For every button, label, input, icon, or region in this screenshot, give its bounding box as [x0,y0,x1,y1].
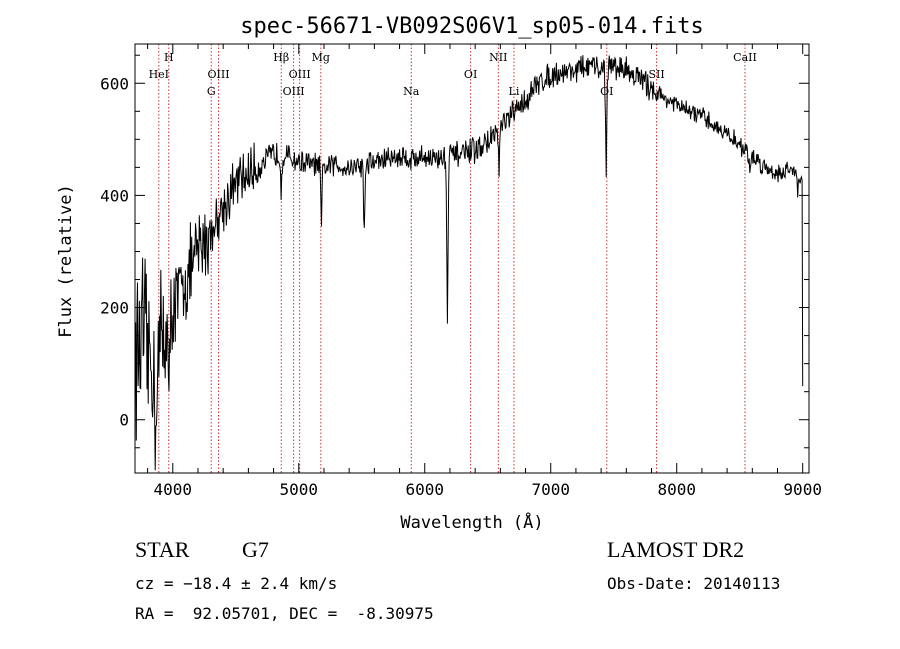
x-tick-label-4000: 4000 [154,480,193,499]
x-tick-label-8000: 8000 [657,480,696,499]
spectral-line-label-2: OIII [207,68,229,81]
x-axis: 4000 5000 6000 7000 8000 9000 [147,44,822,499]
object-subclass: G7 [242,537,269,562]
spectral-line-label-9: OI [464,68,477,81]
spectrum-series [134,55,804,471]
redshift-readout: cz = −18.4 ± 2.4 km/s [135,574,338,593]
chart-title: spec-56671-VB092S06V1_sp05-014.fits [240,14,704,39]
coordinates-readout: RA = 92.05701, DEC = -8.30975 [135,604,434,623]
y-tick-label-600: 600 [100,74,129,93]
x-tick-label-6000: 6000 [405,480,444,499]
spectral-line-label-6: OIII [289,68,311,81]
y-tick-label-200: 200 [100,299,129,318]
spectral-line-label-10: NII [489,51,507,64]
observation-date: Obs-Date: 20140113 [607,574,781,593]
spectral-line-label-3: G [207,85,216,98]
spectral-line-label-0: HeI [149,68,169,81]
spectral-line-label-5: OIII [283,85,305,98]
plot-frame [134,43,810,474]
y-tick-label-0: 0 [119,411,129,430]
spectral-line-label-11: Li [509,85,520,98]
survey-label: LAMOST DR2 [607,537,745,562]
spectrum-line [134,55,804,471]
y-tick-label-400: 400 [100,186,129,205]
spectral-line-label-8: Na [403,85,420,98]
y-axis: 0 200 400 600 [100,54,809,449]
x-tick-label-7000: 7000 [531,480,570,499]
spectral-line-label-7: Mg [312,51,330,64]
spectral-line-label-1: H [164,51,174,64]
object-class: STAR [135,537,190,562]
x-axis-label: Wavelength (Å) [400,511,543,533]
y-axis-label: Flux (relative) [56,184,76,338]
x-tick-label-5000: 5000 [280,480,319,499]
spectral-line-label-14: CaII [733,51,757,64]
x-tick-label-9000: 9000 [783,480,822,499]
spectral-line-label-13: SII [648,68,664,81]
spectral-line-label-4: Hβ [273,51,289,64]
